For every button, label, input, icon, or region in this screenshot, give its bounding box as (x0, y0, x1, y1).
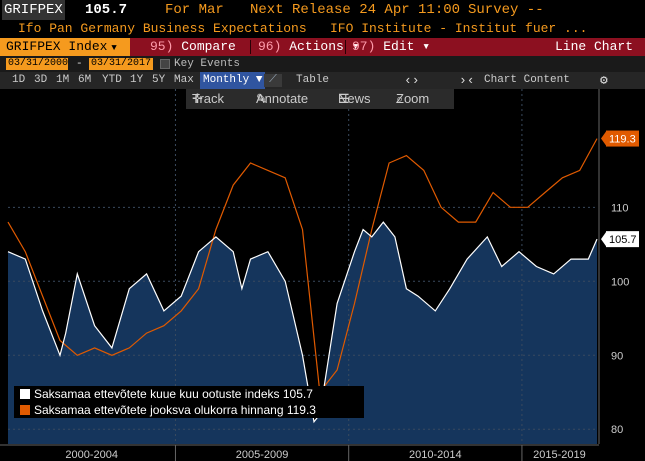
last-value-box (606, 231, 639, 248)
annotate-label: Annotate (256, 91, 309, 106)
next-release: Next Release 24 Apr 11:00 (250, 2, 461, 18)
for-period: For Mar (165, 2, 224, 18)
last-value-expectations: 105.7 (609, 234, 637, 246)
description-bar: Ifo Pan Germany Business Expectations IF… (0, 20, 645, 38)
period-max[interactable]: Max (174, 74, 194, 86)
x-tick-label: 2010-2014 (409, 449, 462, 461)
legend-entry-assessment: Saksamaa ettevõtete jooksva olukorra hin… (14, 402, 364, 418)
legend-swatch-orange (20, 405, 30, 415)
start-date-field[interactable]: 03/31/2000 (6, 58, 69, 70)
assessment-line (7, 138, 598, 394)
actions-menu[interactable]: 96) Actions ▾ (258, 38, 359, 56)
period-1y[interactable]: 1Y (130, 74, 144, 86)
legend-label-expectations: Saksamaa ettevõtete kuue kuu ootuste ind… (34, 387, 280, 401)
index-tab[interactable]: GRIFPEX Index ▼ (0, 38, 130, 56)
menu-bar: GRIFPEX Index ▼ 95) Compare 96) Actions ▾… (0, 38, 645, 56)
pencil-icon: ✎ (256, 91, 267, 106)
menu-divider (250, 40, 251, 54)
edit-label: Edit (383, 39, 415, 54)
compare-menu[interactable]: 95) Compare (150, 38, 236, 56)
chevron-down-icon: ▾ (422, 39, 431, 54)
source-description: IFO Institute - Institut fuer ... (330, 21, 588, 36)
crosshair-icon: ✛ (192, 91, 203, 106)
ticker-symbol[interactable]: GRIFPEX (2, 0, 65, 20)
period-6m[interactable]: 6M (78, 74, 92, 86)
actions-label: Actions (289, 39, 344, 54)
security-description: Ifo Pan Germany Business Expectations (18, 21, 307, 36)
legend-swatch-white (20, 389, 30, 399)
chevron-down-icon: ▾ (351, 39, 360, 54)
frequency-select[interactable]: Monthly ▼ (200, 72, 266, 89)
table-button[interactable]: Table (296, 74, 330, 86)
period-1d[interactable]: 1D (12, 74, 26, 86)
legend-value-expectations: 105.7 (282, 387, 313, 401)
legend-entry-expectations: Saksamaa ettevõtete kuue kuu ootuste ind… (14, 386, 364, 402)
y-tick-label: 110 (611, 202, 629, 214)
ticker-bar: GRIFPEX 105.7 For Mar Next Release 24 Ap… (0, 0, 645, 20)
frequency-label: Monthly (203, 74, 250, 86)
chart-content-button[interactable]: Chart Content (484, 74, 570, 86)
last-value: 105.7 (85, 2, 128, 18)
legend-value-assessment: 119.3 (286, 403, 316, 417)
compare-label: Compare (181, 39, 236, 54)
chevron-down-icon: ▼ (111, 43, 117, 53)
legend-label-assessment: Saksamaa ettevõtete jooksva olukorra hin… (34, 403, 284, 417)
zoom-label: Zoom (396, 91, 430, 106)
last-value-box (606, 130, 639, 147)
period-3d[interactable]: 3D (34, 74, 48, 86)
key-events-checkbox[interactable] (160, 59, 170, 69)
gear-icon[interactable]: ⚙ (600, 73, 608, 88)
track-label: Track (192, 91, 225, 106)
magnifier-icon: ⌕ (396, 91, 404, 106)
last-value-pointer (601, 232, 606, 247)
y-tick-label: 90 (611, 350, 623, 362)
y-tick-label: 100 (611, 276, 629, 288)
period-1m[interactable]: 1M (56, 74, 70, 86)
survey-value: Survey -- (468, 2, 544, 18)
edit-num: 97) (352, 39, 376, 54)
x-tick-label: 2015-2019 (533, 449, 586, 461)
collapse-arrows-icon[interactable]: ‹› (404, 73, 420, 88)
x-tick-label: 2000-2004 (65, 449, 118, 461)
last-value-assessment: 119.3 (609, 134, 636, 146)
chart-toolbar: ✛ Track ✎ Annotate ☰ News ⌕ Zoom (186, 89, 454, 109)
key-events-label: Key Events (174, 58, 241, 70)
period-ytd[interactable]: YTD (102, 74, 122, 86)
chevron-down-icon: ▼ (255, 74, 263, 86)
expand-arrows-icon[interactable]: ›‹ (459, 73, 475, 88)
expectations-line (7, 221, 598, 424)
last-value-pointer (601, 131, 606, 146)
y-tick-label: 80 (611, 424, 623, 436)
date-range-bar: 03/31/2000 - 03/31/2017 Key Events (0, 56, 645, 72)
period-bar: 1D 3D 1M 6M YTD 1Y 5Y Max Monthly ▼ ⟋ Ta… (0, 72, 645, 89)
line-chart-icon[interactable]: ⟋ (264, 74, 282, 87)
actions-num: 96) (258, 39, 282, 54)
end-date-field[interactable]: 03/31/2017 (89, 58, 153, 70)
edit-menu[interactable]: 97) Edit ▾ (352, 38, 430, 56)
chart-legend: Saksamaa ettevõtete kuue kuu ootuste ind… (14, 386, 364, 418)
news-label: News (338, 91, 371, 106)
compare-num: 95) (150, 39, 174, 54)
menu-divider (345, 40, 346, 54)
x-tick-label: 2005-2009 (236, 449, 289, 461)
range-dash: - (76, 58, 83, 70)
chart-type-label: Line Chart (554, 39, 633, 54)
index-tab-label: GRIFPEX Index (6, 39, 108, 54)
period-5y[interactable]: 5Y (152, 74, 166, 86)
news-icon: ☰ (338, 91, 350, 106)
